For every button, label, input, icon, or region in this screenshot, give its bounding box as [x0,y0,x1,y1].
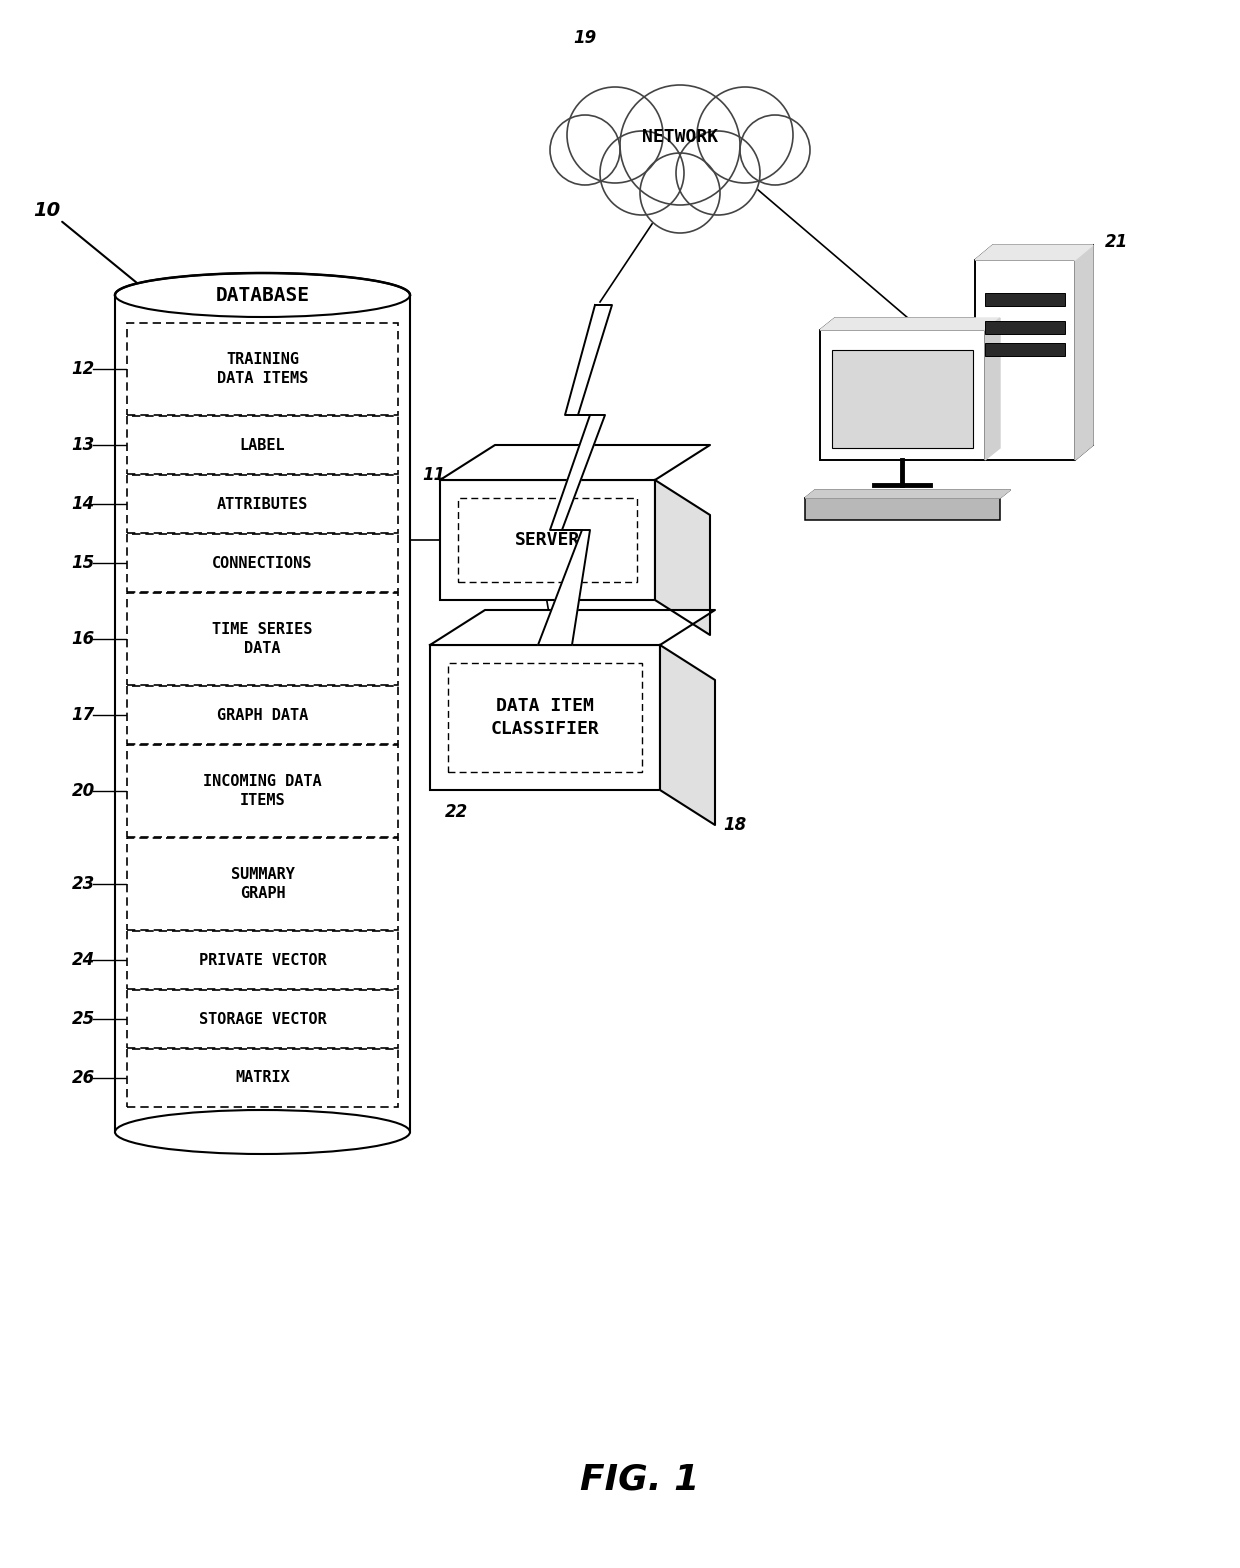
Text: TRAINING
DATA ITEMS: TRAINING DATA ITEMS [217,353,308,386]
Polygon shape [975,245,1092,260]
Text: 19: 19 [573,28,596,47]
FancyBboxPatch shape [820,329,985,459]
Text: MATRIX: MATRIX [236,1071,290,1085]
Polygon shape [430,610,715,644]
FancyBboxPatch shape [126,745,398,837]
FancyBboxPatch shape [126,416,398,474]
Polygon shape [820,318,999,329]
FancyBboxPatch shape [975,260,1075,459]
Polygon shape [985,318,999,459]
FancyBboxPatch shape [440,480,655,601]
Text: 11: 11 [422,466,445,485]
Text: 25: 25 [72,1010,94,1029]
Text: 10: 10 [33,201,61,220]
FancyBboxPatch shape [985,293,1065,306]
Text: 22: 22 [445,803,469,822]
Text: CONNECTIONS: CONNECTIONS [212,555,312,571]
Text: NETWORK: NETWORK [642,129,718,146]
Circle shape [551,114,620,185]
FancyBboxPatch shape [126,931,398,989]
Circle shape [676,132,760,215]
Text: INCOMING DATA
ITEMS: INCOMING DATA ITEMS [203,775,322,808]
Ellipse shape [115,273,410,317]
FancyBboxPatch shape [985,321,1065,334]
Text: SUMMARY
GRAPH: SUMMARY GRAPH [231,867,294,900]
Text: 13: 13 [72,436,94,455]
Polygon shape [805,491,1011,499]
FancyBboxPatch shape [126,989,398,1047]
Text: TIME SERIES
DATA: TIME SERIES DATA [212,622,312,655]
Ellipse shape [115,1110,410,1154]
Text: 12: 12 [72,361,94,378]
Circle shape [600,132,684,215]
Circle shape [640,154,720,234]
Text: LABEL: LABEL [239,437,285,453]
Text: 23: 23 [72,875,94,894]
Text: 17: 17 [72,706,94,724]
Text: FIG. 1: FIG. 1 [580,1463,699,1497]
Text: DATABASE: DATABASE [216,285,310,304]
Text: SERVER: SERVER [515,532,580,549]
Polygon shape [1075,245,1092,459]
FancyBboxPatch shape [126,1049,398,1107]
Polygon shape [538,306,613,644]
Polygon shape [660,644,715,825]
Text: 20: 20 [72,782,94,800]
FancyBboxPatch shape [430,644,660,790]
FancyBboxPatch shape [126,837,398,930]
Text: ATTRIBUTES: ATTRIBUTES [217,497,308,511]
Text: 18: 18 [723,815,746,834]
Circle shape [740,114,810,185]
FancyBboxPatch shape [832,350,973,448]
Circle shape [567,86,663,183]
Text: 26: 26 [72,1069,94,1087]
Text: DATA ITEM
CLASSIFIER: DATA ITEM CLASSIFIER [491,698,599,739]
Text: 24: 24 [72,952,94,969]
FancyBboxPatch shape [126,687,398,743]
Text: 15: 15 [72,554,94,572]
FancyBboxPatch shape [805,499,999,521]
Circle shape [697,86,794,183]
Text: GRAPH DATA: GRAPH DATA [217,707,308,723]
FancyBboxPatch shape [126,323,398,416]
Text: 21: 21 [1105,234,1128,251]
Polygon shape [440,445,711,480]
Circle shape [620,85,740,205]
Text: STORAGE VECTOR: STORAGE VECTOR [198,1011,326,1027]
Polygon shape [655,480,711,635]
FancyBboxPatch shape [126,593,398,685]
FancyBboxPatch shape [126,475,398,533]
FancyBboxPatch shape [126,535,398,593]
Text: 14: 14 [72,495,94,513]
Text: 16: 16 [72,630,94,648]
FancyBboxPatch shape [985,343,1065,356]
Text: PRIVATE VECTOR: PRIVATE VECTOR [198,952,326,967]
